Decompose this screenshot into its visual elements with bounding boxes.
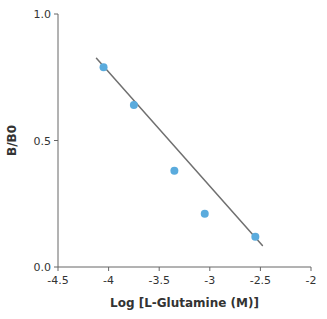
- x-tick: [311, 267, 312, 271]
- point: [100, 63, 108, 71]
- x-tick-label: -3: [204, 274, 215, 287]
- y-tick-label: 0.0: [34, 261, 52, 274]
- plot-area: [96, 58, 262, 245]
- x-tick-label: -3.5: [148, 274, 169, 287]
- x-tick: [159, 267, 160, 271]
- y-tick-label: 1.0: [34, 8, 52, 21]
- x-tick-label: -2.5: [250, 274, 271, 287]
- trend-line: [96, 58, 262, 245]
- x-tick-label: -2: [306, 274, 317, 287]
- x-tick: [108, 267, 109, 271]
- x-axis-label: Log [L-Glutamine (M)]: [110, 296, 259, 310]
- axes: -4.5 -4 -3.5 -3 -2.5 -2 0.0 0.5 1.0: [34, 8, 317, 287]
- y-tick: [54, 267, 58, 268]
- x-tick: [209, 267, 210, 271]
- point: [130, 101, 138, 109]
- point: [251, 233, 259, 241]
- chart: -4.5 -4 -3.5 -3 -2.5 -2 0.0 0.5 1.0 Log [L-Glutam…: [0, 0, 327, 319]
- y-axis-label: B/B0: [5, 125, 19, 156]
- y-tick: [54, 14, 58, 15]
- x-axis-line: [58, 267, 311, 268]
- x-tick-label: -4: [103, 274, 114, 287]
- y-tick-label: 0.5: [34, 135, 52, 148]
- x-tick: [260, 267, 261, 271]
- point: [170, 167, 178, 175]
- x-tick: [58, 267, 59, 271]
- point: [201, 210, 209, 218]
- x-tick-label: -4.5: [47, 274, 68, 287]
- y-tick: [54, 140, 58, 141]
